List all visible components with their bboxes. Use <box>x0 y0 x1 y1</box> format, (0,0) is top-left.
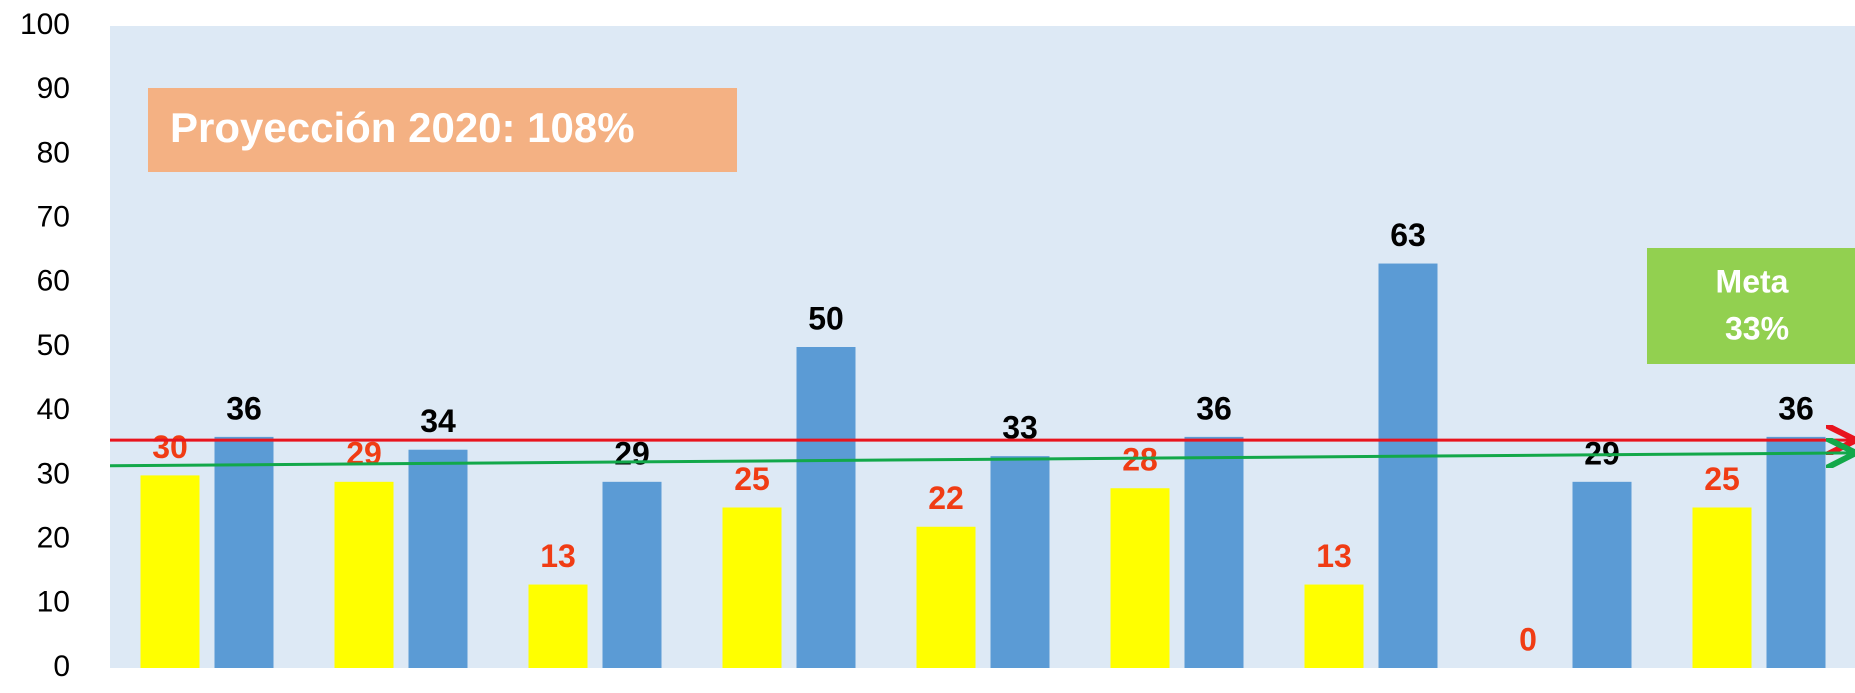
annotation-box <box>1647 248 1855 364</box>
y-tick-label: 0 <box>53 650 70 683</box>
bar <box>408 449 468 668</box>
y-tick-label: 40 <box>37 393 70 426</box>
bar <box>334 481 394 668</box>
bar <box>1304 584 1364 668</box>
bar <box>1572 481 1632 668</box>
bar <box>916 526 976 668</box>
data-label: 34 <box>420 403 456 439</box>
bar <box>1110 488 1170 668</box>
bar <box>1692 507 1752 668</box>
data-label: 22 <box>928 480 964 516</box>
data-label: 36 <box>1778 390 1814 426</box>
y-tick-label: 80 <box>37 136 70 169</box>
data-label: 36 <box>226 390 262 426</box>
data-label: 50 <box>808 300 844 336</box>
data-label: 13 <box>1316 538 1352 574</box>
bar <box>602 481 662 668</box>
annotation: 33% <box>1725 310 1789 346</box>
y-tick-label: 70 <box>37 201 70 234</box>
data-label: 30 <box>152 429 188 465</box>
y-tick-label: 20 <box>37 522 70 555</box>
y-tick-label: 100 <box>20 8 70 41</box>
data-label: 63 <box>1390 217 1426 253</box>
y-tick-label: 10 <box>37 586 70 619</box>
data-label: 25 <box>1704 461 1740 497</box>
y-tick-label: 60 <box>37 265 70 298</box>
reference-line <box>109 453 1853 466</box>
bar <box>528 584 588 668</box>
data-label: 36 <box>1196 390 1232 426</box>
y-tick-label: 30 <box>37 457 70 490</box>
data-label: 13 <box>540 538 576 574</box>
data-label: 25 <box>734 461 770 497</box>
bar <box>1766 436 1826 668</box>
annotation: Meta <box>1716 263 1789 299</box>
bar <box>990 456 1050 668</box>
bar <box>140 475 200 668</box>
bar <box>1378 263 1438 668</box>
bar <box>796 347 856 668</box>
bar <box>1184 436 1244 668</box>
bar <box>722 507 782 668</box>
y-tick-label: 90 <box>37 72 70 105</box>
annotation-box <box>148 88 737 172</box>
bar <box>214 436 274 668</box>
y-tick-label: 50 <box>37 329 70 362</box>
data-label: 0 <box>1519 621 1537 657</box>
annotation: Proyección 2020: 108% <box>170 104 635 151</box>
